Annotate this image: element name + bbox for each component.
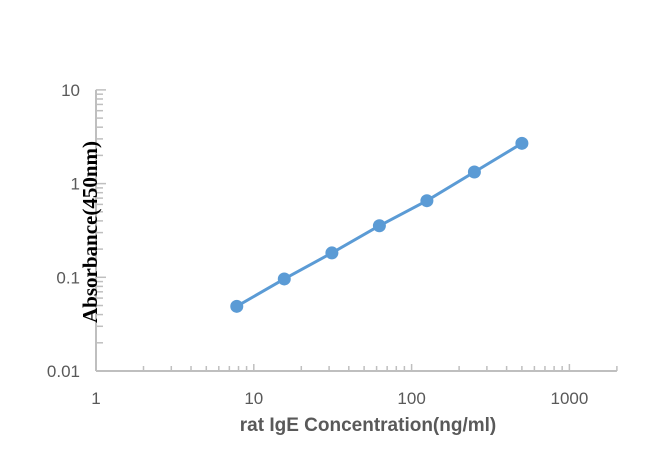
tick-labels: 1 10 100 1000 0.01 0.1 1 10 xyxy=(47,81,588,408)
data-point xyxy=(467,165,481,179)
x-tick-label: 1 xyxy=(91,389,100,408)
x-axis-label: rat IgE Concentration(ng/ml) xyxy=(240,415,497,436)
data-point xyxy=(372,219,386,233)
y-axis-label: Absorbance(450nm) xyxy=(78,141,102,323)
y-tick-label: 0.1 xyxy=(56,268,80,287)
y-tick-label: 1 xyxy=(71,175,80,194)
data-point xyxy=(277,272,291,286)
series-marks xyxy=(230,136,529,313)
data-point xyxy=(515,136,529,150)
data-point xyxy=(325,246,339,260)
axes xyxy=(95,89,618,372)
data-point xyxy=(230,299,244,313)
x-tick-label: 100 xyxy=(397,389,425,408)
data-point xyxy=(420,194,434,208)
y-tick-label: 0.01 xyxy=(47,362,80,381)
y-tick-label: 10 xyxy=(61,81,80,100)
x-tick-label: 1000 xyxy=(550,389,588,408)
x-tick-label: 10 xyxy=(244,389,263,408)
